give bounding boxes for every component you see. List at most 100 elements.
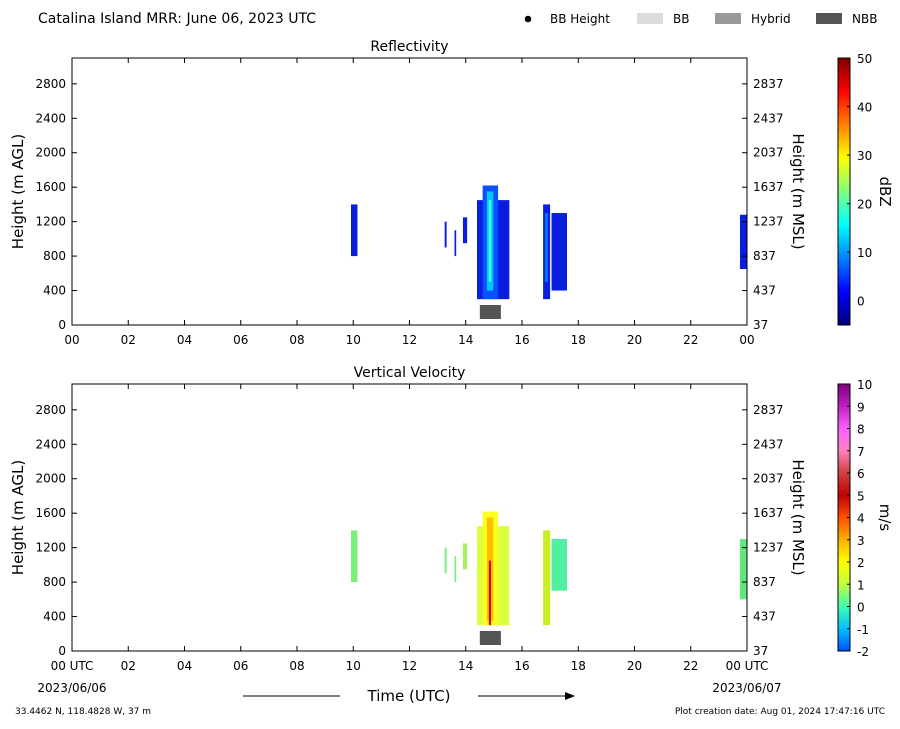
reflectivity-cbar-tick-label: 20: [857, 198, 872, 212]
reflectivity-xtick-label: 18: [571, 333, 586, 347]
reflectivity-xtick-label: 02: [121, 333, 136, 347]
legend: BB Height BB Hybrid NBB: [524, 12, 877, 26]
velocity-echo-7: [488, 560, 492, 626]
time-arrow-head-icon: [565, 692, 575, 700]
legend-swatch-bb: [637, 13, 663, 24]
figure-title: Catalina Island MRR: June 06, 2023 UTC: [38, 11, 316, 27]
footer: 2023/06/06 2023/06/07 Time (UTC) 33.4462…: [15, 681, 885, 717]
reflectivity-echo-9: [545, 213, 548, 282]
reflectivity-echo-1: [444, 221, 447, 248]
reflectivity-xtick-label: 10: [346, 333, 361, 347]
reflectivity-y2tick-label: 1237: [753, 215, 784, 229]
velocity-xtick-label: 02: [121, 659, 136, 673]
legend-dot-icon: [524, 15, 532, 23]
reflectivity-xtick-label: 20: [627, 333, 642, 347]
velocity-xtick-label: 18: [571, 659, 586, 673]
velocity-y2tick-label: 2837: [753, 403, 784, 417]
reflectivity-ytick-label: 0: [58, 318, 66, 332]
velocity-xtick-label: 22: [683, 659, 698, 673]
reflectivity-cbar-tick-label: 0: [857, 295, 865, 309]
legend-label-bb: BB: [673, 12, 689, 26]
reflectivity-echo-3: [462, 217, 468, 244]
velocity-cbar-tick-label: -1: [857, 623, 869, 637]
velocity-y2tick-label: 37: [753, 644, 768, 658]
legend-swatch-nbb: [816, 13, 842, 24]
reflectivity-ylabel: Height (m AGL): [9, 134, 27, 249]
velocity-cbar-tick-label: 9: [857, 400, 865, 414]
reflectivity-echo-11: [739, 214, 747, 270]
velocity-y2label: Height (m MSL): [789, 459, 807, 575]
velocity-xtick-label: 10: [346, 659, 361, 673]
creation-date-label: Plot creation date: Aug 01, 2024 17:47:1…: [675, 707, 885, 717]
velocity-y2tick-label: 437: [753, 610, 776, 624]
reflectivity-echo-0: [351, 204, 358, 257]
velocity-echo-8: [543, 530, 551, 626]
reflectivity-plot-frame: [71, 57, 748, 326]
start-date-label: 2023/06/06: [37, 681, 106, 695]
velocity-ytick-label: 2000: [35, 472, 66, 486]
velocity-ylabel: Height (m AGL): [9, 460, 27, 575]
velocity-ytick-label: 1200: [35, 541, 66, 555]
reflectivity-title: Reflectivity: [370, 39, 448, 55]
reflectivity-xtick-label: 12: [402, 333, 417, 347]
legend-swatch-hybrid: [715, 13, 741, 24]
velocity-echo-1: [444, 547, 447, 574]
velocity-xtick-label: 20: [627, 659, 642, 673]
reflectivity-echo-10: [551, 213, 567, 291]
velocity-cbar-tick-label: 1: [857, 578, 865, 592]
reflectivity-cbar-label: dBZ: [876, 176, 894, 206]
velocity-y2tick-label: 2037: [753, 472, 784, 486]
velocity-y2tick-label: 2437: [753, 437, 784, 451]
reflectivity-y2tick-label: 2837: [753, 77, 784, 91]
velocity-ytick-label: 800: [43, 575, 66, 589]
reflectivity-bright-band-0: [479, 305, 501, 319]
reflectivity-echo-2: [454, 230, 457, 257]
velocity-ytick-label: 2800: [35, 403, 66, 417]
velocity-title: Vertical Velocity: [354, 365, 466, 381]
velocity-echo-0: [351, 530, 358, 583]
velocity-ytick-label: 0: [58, 644, 66, 658]
legend-label-nbb: NBB: [852, 12, 877, 26]
reflectivity-echo-7: [488, 200, 492, 282]
velocity-cbar-tick-label: 3: [857, 534, 865, 548]
velocity-echoes: [351, 511, 747, 626]
reflectivity-cbar-tick-label: 40: [857, 101, 872, 115]
velocity-y2tick-label: 1637: [753, 506, 784, 520]
velocity-ytick-label: 2400: [35, 437, 66, 451]
velocity-echo-2: [454, 556, 457, 583]
velocity-cbar-tick-label: 5: [857, 489, 865, 503]
velocity-xtick-label: 16: [514, 659, 529, 673]
reflectivity-colorbar: [837, 57, 851, 326]
reflectivity-xtick-label: 22: [683, 333, 698, 347]
end-date-label: 2023/06/07: [712, 681, 781, 695]
velocity-y2tick-label: 837: [753, 575, 776, 589]
velocity-xtick-label: 06: [233, 659, 248, 673]
reflectivity-xtick-label: 00: [739, 333, 754, 347]
velocity-xtick-label: 04: [177, 659, 192, 673]
legend-label-bb-height: BB Height: [550, 12, 610, 26]
reflectivity-ytick-label: 1200: [35, 215, 66, 229]
reflectivity-y2tick-label: 2037: [753, 146, 784, 160]
velocity-y2tick-label: 1237: [753, 541, 784, 555]
reflectivity-xtick-label: 00: [64, 333, 79, 347]
reflectivity-ytick-label: 1600: [35, 180, 66, 194]
velocity-bright-band-0: [479, 631, 501, 645]
reflectivity-ytick-label: 400: [43, 284, 66, 298]
reflectivity-ytick-label: 2800: [35, 77, 66, 91]
reflectivity-ytick-label: 2000: [35, 146, 66, 160]
velocity-cbar-tick-label: 4: [857, 512, 865, 526]
velocity-cbar-label: m/s: [876, 504, 894, 532]
reflectivity-ytick-label: 2400: [35, 111, 66, 125]
reflectivity-y2tick-label: 37: [753, 318, 768, 332]
velocity-cbar-tick-label: -2: [857, 645, 869, 659]
velocity-cbar-tick-label: 6: [857, 467, 865, 481]
velocity-plot-frame: [71, 383, 748, 652]
velocity-xtick-label: 00 UTC: [51, 659, 94, 673]
velocity-xtick-label: 00 UTC: [726, 659, 769, 673]
reflectivity-y2tick-label: 837: [753, 249, 776, 263]
velocity-xtick-label: 14: [458, 659, 473, 673]
velocity-echo-3: [462, 543, 468, 570]
velocity-xtick-label: 08: [289, 659, 304, 673]
reflectivity-xtick-label: 04: [177, 333, 192, 347]
